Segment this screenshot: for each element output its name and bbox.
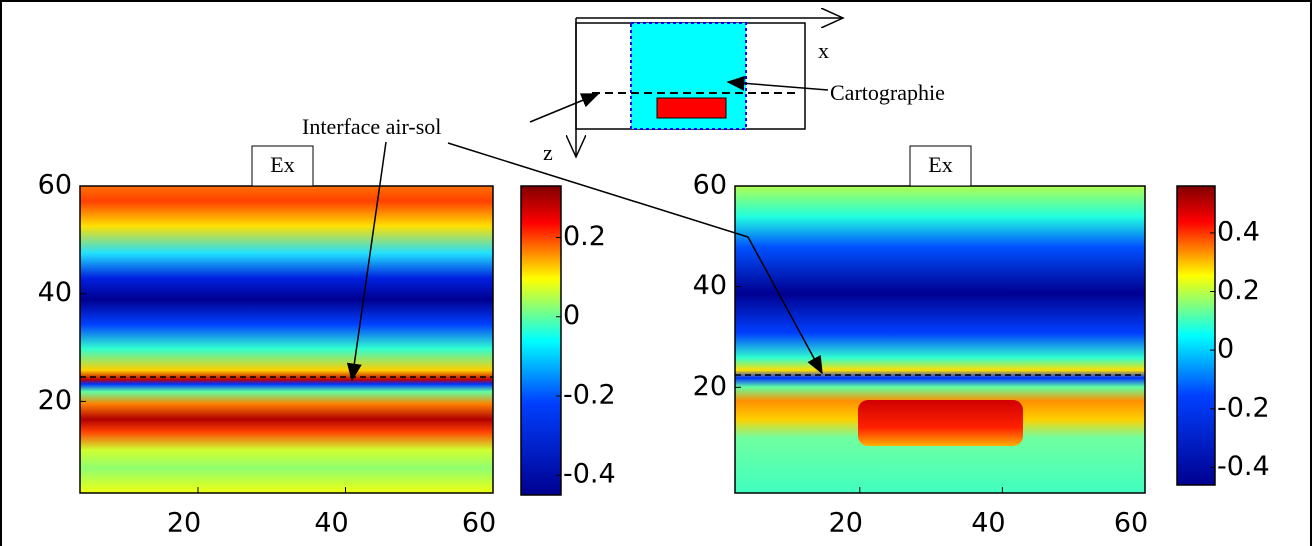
colorbar-tick-label: 0.2 [563, 221, 606, 252]
colorbar-tick-label: -0.4 [1217, 451, 1270, 482]
x-tick-label: 20 [829, 508, 863, 539]
x-tick-label: 60 [462, 508, 496, 539]
y-tick-label: 40 [693, 270, 727, 301]
colorbar-tick-label: 0.2 [1217, 275, 1260, 306]
x-axis-label: x [818, 38, 829, 63]
heatmap-field [735, 186, 1145, 493]
arrows [346, 75, 829, 382]
z-axis-label: z [543, 140, 553, 165]
colorbar-tick-label: -0.2 [1217, 392, 1270, 423]
colorbar [520, 185, 562, 496]
plot-title: Ex [270, 152, 294, 177]
title-box [909, 145, 972, 187]
interface-label: Interface air-sol [302, 114, 441, 139]
colorbar-tick-label: 0 [1217, 334, 1234, 365]
y-tick-label: 20 [693, 371, 727, 402]
x-tick-label: 60 [1114, 508, 1148, 539]
colorbar-tick-label: -0.4 [563, 459, 616, 490]
y-tick-label: 60 [38, 170, 72, 201]
mapping-label: Cartographie [830, 80, 945, 105]
x-tick-label: 40 [314, 508, 348, 539]
heatmap-field [80, 186, 493, 493]
scatterer-response [858, 400, 1023, 446]
colorbar-tick-label: 0.4 [1217, 216, 1260, 247]
x-tick-label: 40 [971, 508, 1005, 539]
y-tick-label: 60 [693, 170, 727, 201]
colorbar-tick-label: 0 [563, 300, 580, 331]
title-box [251, 145, 314, 187]
colorbar [1176, 185, 1216, 486]
y-tick-label: 40 [38, 277, 72, 308]
y-tick-label: 20 [38, 385, 72, 416]
plot-title: Ex [928, 152, 952, 177]
colorbar-tick-label: -0.2 [563, 379, 616, 410]
x-tick-label: 20 [167, 508, 201, 539]
